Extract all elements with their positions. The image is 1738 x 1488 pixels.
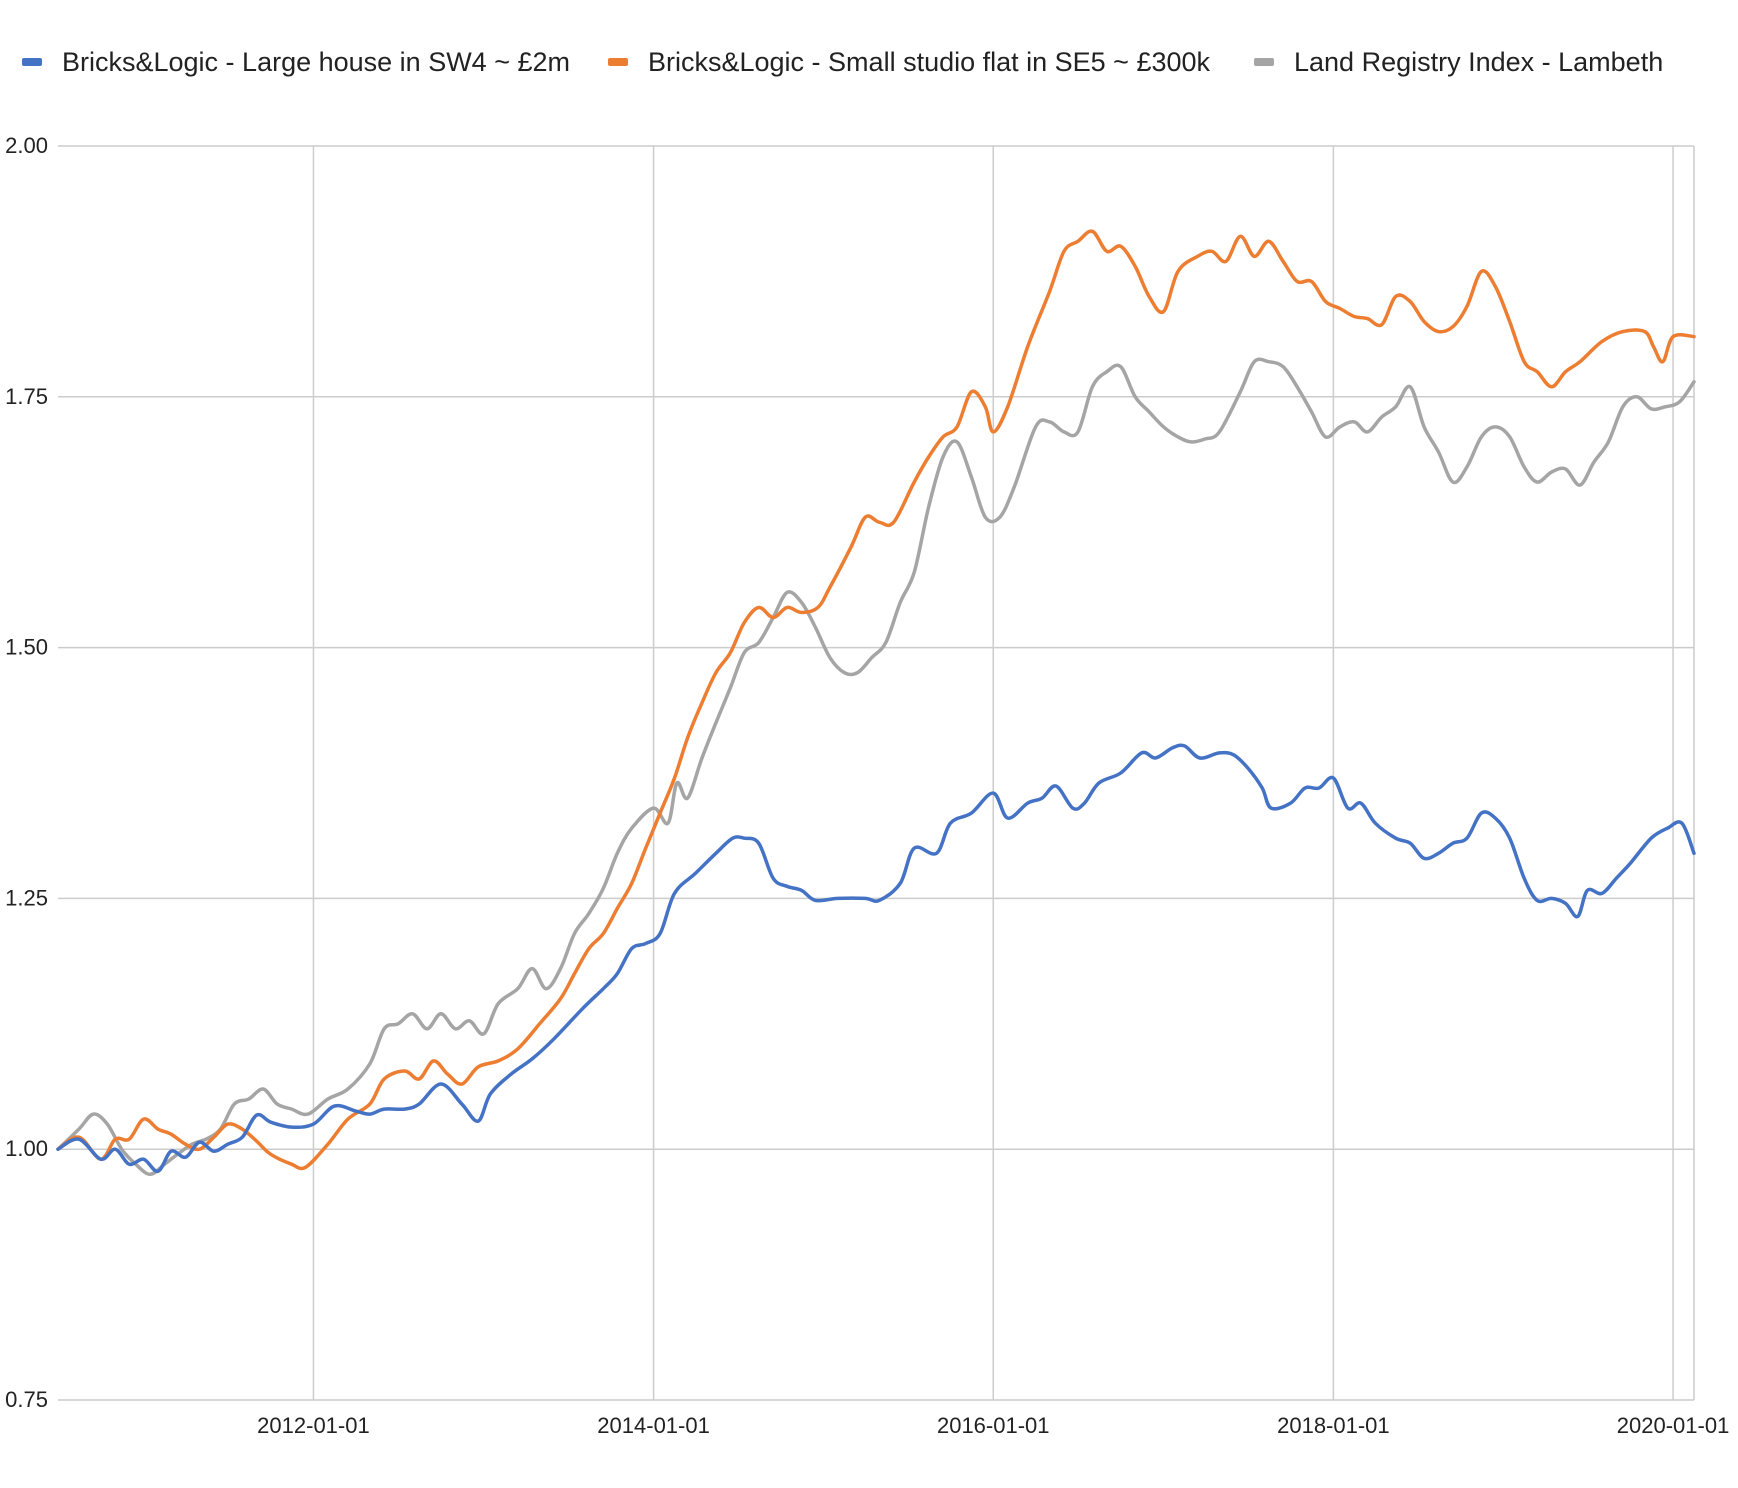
grid bbox=[58, 145, 1695, 1401]
x-tick-label: 2014-01-01 bbox=[597, 1413, 710, 1438]
legend-swatch-sw4-large-house bbox=[22, 58, 42, 66]
x-axis-ticks: 2012-01-01 2014-01-01 2016-01-01 2018-01-01… bbox=[257, 1413, 1729, 1438]
y-tick-label: 2.00 bbox=[5, 133, 48, 158]
legend-label-se5-studio-flat: Bricks&Logic - Small studio flat in SE5 … bbox=[648, 47, 1211, 77]
x-tick-label: 2012-01-01 bbox=[257, 1413, 370, 1438]
x-tick-label: 2016-01-01 bbox=[937, 1413, 1050, 1438]
y-tick-label: 1.75 bbox=[5, 384, 48, 409]
y-tick-label: 0.75 bbox=[5, 1387, 48, 1412]
series-line-sw4-large-house bbox=[56, 743, 1696, 1174]
y-axis-ticks: 0.75 1.00 1.25 1.50 1.75 2.00 bbox=[5, 133, 48, 1412]
legend-label-sw4-large-house: Bricks&Logic - Large house in SW4 ~ £2m bbox=[62, 47, 570, 77]
legend-swatch-lambeth-index bbox=[1254, 58, 1274, 66]
legend-swatch-se5-studio-flat bbox=[608, 58, 628, 66]
y-tick-label: 1.25 bbox=[5, 885, 48, 910]
x-tick-label: 2020-01-01 bbox=[1617, 1413, 1730, 1438]
x-tick-label: 2018-01-01 bbox=[1277, 1413, 1390, 1438]
legend-label-lambeth-index: Land Registry Index - Lambeth bbox=[1294, 47, 1663, 77]
series-lines bbox=[56, 229, 1696, 1177]
series-line-lambeth-index bbox=[56, 357, 1696, 1177]
series-line-se5-studio-flat bbox=[56, 229, 1696, 1171]
y-tick-label: 1.50 bbox=[5, 635, 48, 660]
legend: Bricks&Logic - Large house in SW4 ~ £2m B… bbox=[22, 47, 1663, 77]
y-tick-label: 1.00 bbox=[5, 1136, 48, 1161]
